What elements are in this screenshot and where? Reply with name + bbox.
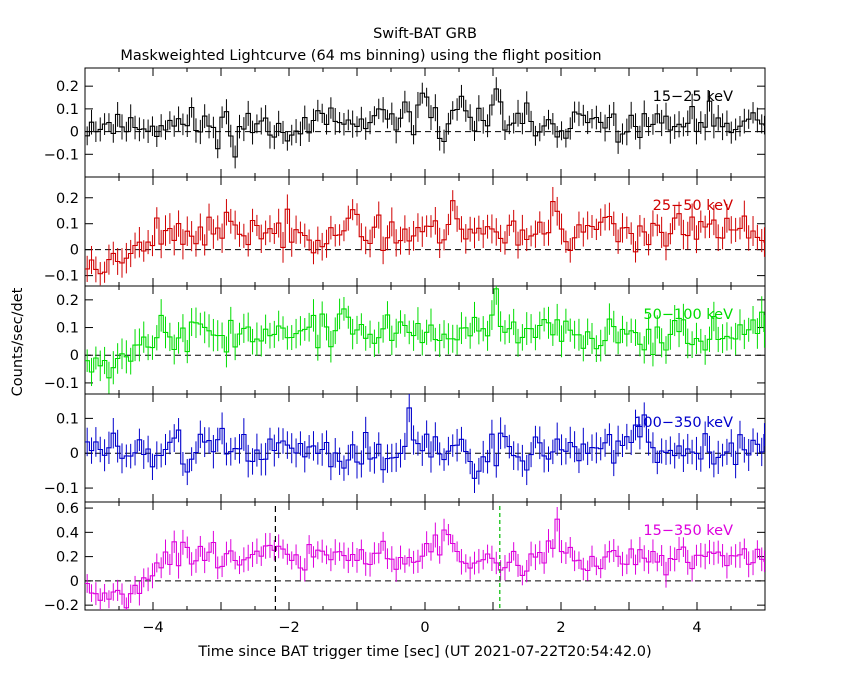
y-tick-label: 0.1	[56, 411, 79, 427]
y-tick-label: −0.1	[44, 269, 79, 285]
y-tick-label: −0.1	[44, 376, 79, 392]
y-tick-label: −0.1	[44, 147, 79, 163]
energy-band-label: 25−50 keV	[653, 198, 733, 214]
y-tick-label: 0.2	[56, 293, 79, 309]
y-tick-label: 0.2	[56, 191, 79, 207]
panels-group: 0.2 0.1 0 −0.1 15−25 keV 0.2 0.1 0 −0.1 25−50 keV…	[44, 67, 766, 636]
panel-p2: 0.2 0.1 0 −0.1 25−50 keV	[44, 176, 766, 287]
y-tick-label: 0	[70, 348, 79, 364]
y-tick-label: 0.4	[56, 525, 79, 541]
y-tick-label: 0	[70, 243, 79, 259]
series-line	[85, 88, 765, 158]
panel-p3: 0.2 0.1 0 −0.1 50−100 keV	[44, 285, 766, 395]
chart-title: Swift-BAT GRB	[373, 26, 477, 42]
panel-p5: 0.6 0.4 0.2 0 −0.2 15−350 keV	[44, 501, 766, 614]
y-tick-label: 0.2	[56, 550, 79, 566]
panel-p4: 0.1 0 −0.1 100−350 keV	[44, 393, 766, 503]
y-axis-label: Counts/sec/det	[10, 287, 26, 396]
y-tick-label: 0.1	[56, 102, 79, 118]
panel-p1: 0.2 0.1 0 −0.1 15−25 keV	[44, 67, 766, 178]
y-tick-label: −0.2	[44, 598, 79, 614]
y-tick-label: 0.2	[56, 79, 79, 95]
y-tick-label: −0.1	[44, 481, 79, 497]
series-line	[85, 407, 765, 479]
x-tick-label: −2	[278, 620, 299, 636]
series-line	[85, 200, 765, 275]
x-tick-label: 4	[692, 620, 701, 636]
y-tick-label: 0.6	[56, 501, 79, 517]
x-tick-label: 0	[420, 620, 429, 636]
y-tick-label: 0.1	[56, 321, 79, 337]
energy-band-label: 50−100 keV	[643, 307, 733, 323]
energy-band-label: 100−350 keV	[634, 415, 733, 431]
x-tick-label: −4	[142, 620, 163, 636]
energy-band-label: 15−25 keV	[653, 89, 733, 105]
y-tick-label: 0	[70, 446, 79, 462]
series-line	[85, 288, 765, 379]
x-axis-label: Time since BAT trigger time [sec] (UT 20…	[197, 644, 651, 660]
y-tick-label: 0.1	[56, 217, 79, 233]
series-line	[85, 518, 765, 609]
x-tick-label: 2	[556, 620, 565, 636]
y-tick-label: 0	[70, 574, 79, 590]
y-tick-label: 0	[70, 125, 79, 141]
energy-band-label: 15−350 keV	[643, 523, 733, 539]
chart-subtitle: Maskweighted Lightcurve (64 ms binning) …	[120, 48, 601, 64]
